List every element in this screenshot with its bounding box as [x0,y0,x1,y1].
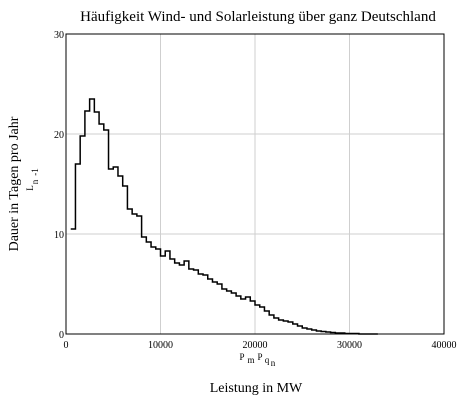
x-axis-marker: P m P q n [239,352,275,368]
series-layer [70,98,378,335]
series-line [70,98,378,335]
x-tick-label: 0 [64,340,69,351]
x-axis-marker-part-2: P [257,352,262,362]
plot-frame [65,33,445,335]
y-axis-marker-sub: n [30,179,40,184]
y-tick-label: 20 [54,130,64,141]
grid-lines [66,34,444,334]
y-tick-label: 30 [54,30,64,41]
x-axis-marker-part-3: q [265,355,270,365]
x-tick-label: 10000 [148,340,173,351]
x-tick-label: 20000 [243,340,268,351]
y-tick-label: 0 [59,330,64,341]
chart-title: Häufigkeit Wind- und Solarleistung über … [80,9,436,25]
y-axis-marker-sup: -1 [30,168,40,176]
x-axis-ticks: 0 10000 20000 30000 40000 [64,340,457,351]
y-axis-marker: L n -1 [25,168,40,191]
x-tick-label: 30000 [337,340,362,351]
y-axis-marker-letter: L [25,185,35,191]
y-axis-ticks: 0 10 20 30 [54,30,64,341]
y-tick-label: 10 [54,230,64,241]
x-axis-marker-letter-1: P [239,352,244,362]
x-axis-marker-part-4: n [271,358,276,368]
x-axis-label: Leistung in MW [210,381,303,396]
y-axis-label: Dauer in Tagen pro Jahr [7,116,22,251]
x-tick-label: 40000 [432,340,457,351]
x-axis-marker-part-1: m [247,355,254,365]
